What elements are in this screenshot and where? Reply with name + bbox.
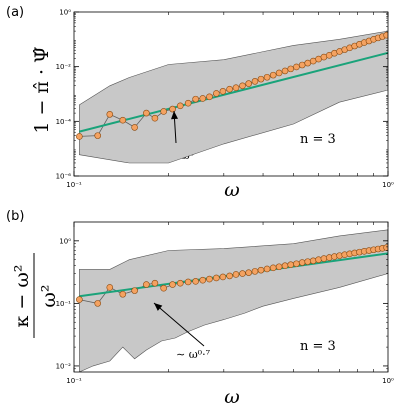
panel-b-n-label: n = 3: [300, 339, 336, 354]
panel-a-x-tick-label: 10⁻¹: [66, 181, 82, 189]
panel-a-data-point: [213, 90, 220, 97]
panel-a-data-point: [151, 114, 159, 122]
panel-b-annotation: ∼ ω⁰·⁷: [176, 348, 211, 361]
panel-a-data-point: [293, 63, 300, 71]
panel-b-data-point: [275, 263, 283, 271]
panel-b-data-point: [169, 281, 176, 288]
panel-b-data-point: [131, 287, 138, 294]
panel-b-ylabel-numerator: κ − ω²: [11, 265, 33, 328]
panel-b-data-point: [184, 278, 192, 286]
panel-b-annotation-arrow-shaft: [153, 302, 205, 347]
panel-a-data-point: [263, 73, 271, 81]
panel-a-data-point: [160, 108, 167, 115]
panel-a-data-point: [281, 67, 289, 75]
panel-a-data-point: [257, 75, 265, 83]
panel-b-data-point: [94, 300, 102, 307]
panel-b-data-point: [106, 284, 114, 291]
panel-a-data-point: [206, 93, 213, 101]
panel-b-x-tick-label: 10⁰: [382, 377, 394, 385]
panel-a-data-point: [176, 102, 184, 110]
panel-b-data-point: [269, 264, 277, 272]
panel-a-data-point: [94, 132, 102, 139]
panel-a-y-tick-label: 10⁻⁴: [56, 118, 72, 126]
panel-a-data-point: [219, 88, 227, 95]
panel-b-data-point: [245, 269, 252, 276]
panel-a-n-label: n = 3: [300, 132, 336, 147]
panel-b-data-point: [206, 275, 213, 283]
panel-b-data-point: [192, 278, 199, 285]
panel-b-plot-area: [76, 229, 388, 372]
panel-a-data-point: [245, 80, 252, 87]
panel-a-data-point: [383, 31, 388, 39]
panel-a-data-point: [76, 133, 83, 140]
panel-a-data-point: [275, 69, 283, 77]
panel-a-ylabel: 1 − π̂ · Ψ̂: [31, 46, 53, 133]
panel-a-y-tick-label: 10⁰: [59, 9, 71, 17]
panel-a-data-point: [106, 111, 114, 118]
panel-a-data-point: [232, 84, 240, 92]
panel-b-data-point: [226, 272, 233, 280]
panel-b-data-point: [160, 284, 167, 292]
panel-b-xlabel: ω: [224, 386, 240, 408]
panel-b-data-point: [239, 270, 246, 277]
panel-b-data-point: [383, 244, 388, 251]
panel-b-y-tick-label: 10⁻¹: [56, 300, 72, 308]
panel-a-plot-area: [76, 30, 388, 164]
panel-a: (a) 1 − π̂ · Ψ̂ ω ∼ ω³ n = 3 10⁻¹10⁰10⁻⁶…: [6, 5, 394, 201]
panel-b-data-point: [298, 259, 306, 266]
panel-b-data-point: [293, 260, 300, 268]
panel-b-x-tick-label: 10⁻¹: [66, 377, 82, 385]
panel-b-data-point: [320, 255, 328, 262]
panel-b-data-point: [143, 281, 150, 288]
panel-b-range-band: [79, 229, 388, 372]
panel-b-label: (b): [6, 209, 24, 224]
panel-b-data-point: [281, 262, 289, 270]
panel-b-data-point: [213, 274, 220, 282]
panel-a-data-point: [269, 71, 277, 79]
panel-b-data-point: [304, 258, 312, 265]
panel-a-axes-frame: [73, 11, 389, 177]
panel-b-ylabel-denominator: ω²: [38, 284, 60, 307]
panel-b-data-point: [257, 266, 265, 274]
panel-b-data-point: [315, 256, 322, 263]
panel-b: (b) κ − ω² ω² ω ∼ ω⁰·⁷ n = 3 10⁻¹ 10⁰ 10⁻²…: [6, 209, 394, 408]
panel-a-data-point: [287, 65, 295, 73]
panel-a-fit-line: [79, 51, 388, 133]
panel-b-data-point: [232, 271, 240, 278]
panel-a-data-point: [143, 109, 150, 117]
panel-b-data-point: [119, 290, 127, 298]
panel-a-data-point: [239, 82, 246, 90]
panel-b-data-point: [263, 265, 271, 273]
panel-b-data-point: [176, 279, 184, 287]
panel-b-data-point: [151, 279, 159, 287]
panel-a-data-point: [119, 116, 127, 124]
panel-b-annotation-arrow-head: [154, 303, 163, 311]
panel-b-data-point: [76, 296, 83, 303]
panel-b-y-tick-label: 10⁻²: [56, 362, 72, 370]
panel-a-data-point: [226, 85, 233, 93]
panel-b-data-point: [219, 273, 227, 281]
panel-a-data-point: [192, 95, 199, 103]
panel-a-y-tick-label: 10⁻²: [56, 63, 72, 71]
panel-a-y-tick-label: 10⁻⁶: [56, 173, 72, 181]
panel-b-axes-frame: [73, 221, 389, 373]
panel-a-data-point: [131, 124, 138, 131]
panel-a-label: (a): [6, 5, 24, 20]
panel-a-data-point: [304, 59, 312, 67]
panel-a-annotation-arrow-head: [171, 111, 178, 120]
panel-a-x-tick-label: 10⁰: [382, 181, 394, 189]
panel-b-y-tick-label: 10⁰: [59, 237, 71, 245]
panel-a-xlabel: ω: [224, 179, 240, 201]
panel-a-data-point: [251, 78, 259, 85]
panel-a-data-point: [169, 105, 176, 113]
panel-b-data-point: [251, 268, 259, 275]
panel-a-data-point: [298, 61, 306, 69]
panel-a-data-point: [184, 99, 192, 107]
panel-b-data-point: [199, 276, 207, 284]
panel-b-data-point: [287, 261, 295, 269]
panel-a-data-point: [199, 95, 207, 102]
panel-b-data-point: [309, 257, 317, 265]
